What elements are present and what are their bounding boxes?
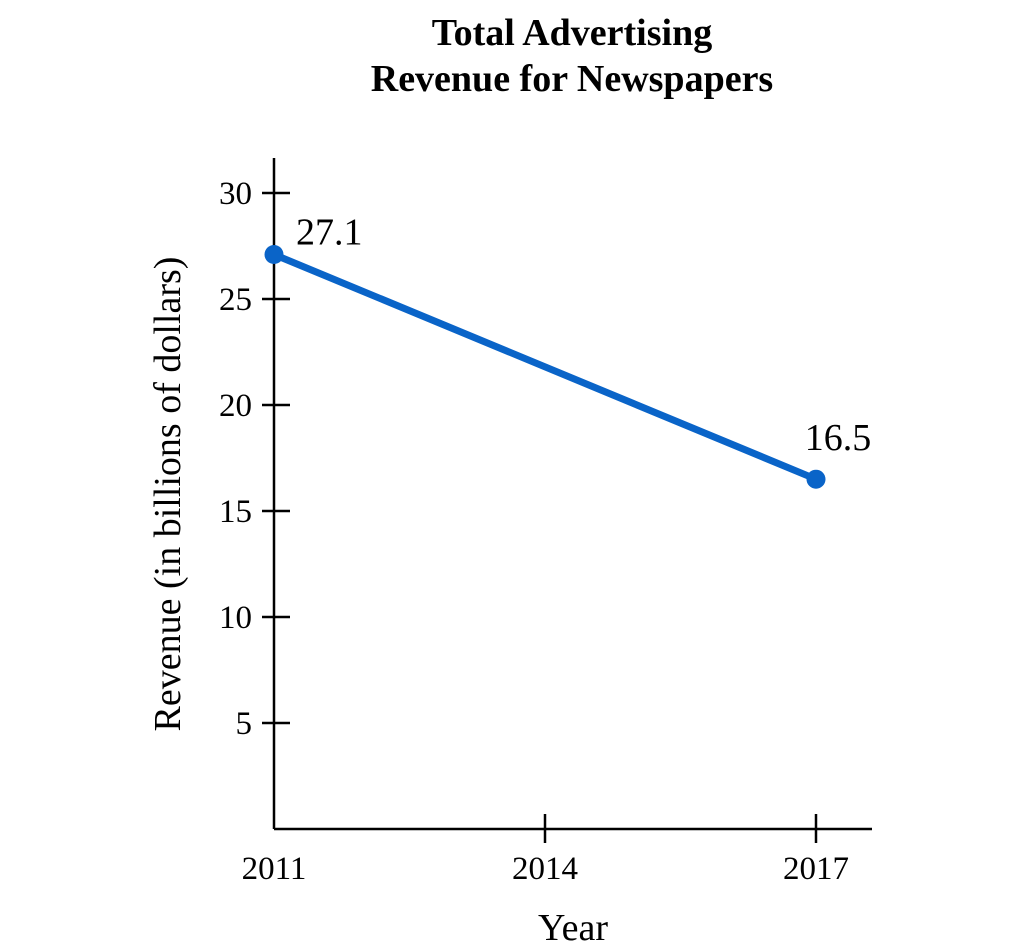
- y-tick-label: 10: [219, 600, 252, 636]
- series-line: [270, 250, 820, 483]
- data-point: [806, 469, 826, 489]
- x-tick-label: 2017: [783, 851, 849, 887]
- data-point: [264, 244, 284, 264]
- y-tick-label: 30: [219, 176, 252, 212]
- y-tick-label: 20: [219, 388, 252, 424]
- y-tick-label: 5: [236, 706, 253, 742]
- x-axis-label: Year: [538, 907, 608, 946]
- data-label: 27.1: [296, 211, 363, 253]
- y-tick-label: 15: [219, 494, 252, 530]
- y-axis-label: Revenue (in billions of dollars): [147, 257, 189, 732]
- x-tick-label: 2014: [512, 851, 578, 887]
- y-tick-label: 25: [219, 282, 252, 318]
- data-label: 16.5: [805, 417, 872, 459]
- series: 27.1 16.5: [264, 211, 872, 489]
- y-ticks: 5 10 15 20 25 30: [219, 176, 290, 742]
- axes: [272, 158, 872, 831]
- chart-title-line-2: Revenue for Newspapers: [370, 58, 774, 100]
- x-tick-label: 2011: [242, 851, 307, 887]
- x-ticks: 2011 2014 2017: [242, 814, 849, 887]
- chart-title-line-1: Total Advertising: [431, 12, 713, 54]
- chart-title: Total Advertising Revenue for Newspapers: [0, 10, 1024, 102]
